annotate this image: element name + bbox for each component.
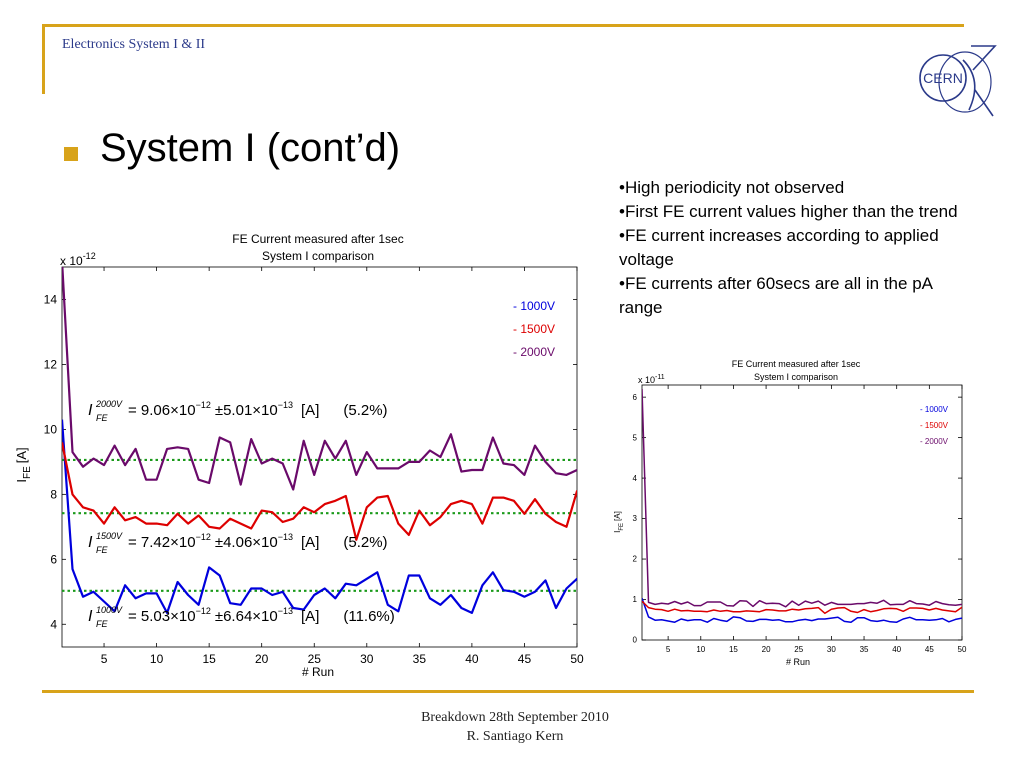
x-tick-label: 15 — [202, 652, 216, 666]
svg-text:IFE[A]: IFE[A] — [613, 511, 625, 533]
small-legend: - 1000V - 1500V - 2000V — [920, 405, 949, 446]
bottom-rule — [42, 690, 974, 693]
small-legend-1500v: - 1500V — [920, 421, 949, 430]
y-tick-label: 14 — [44, 292, 58, 306]
x-tick-label: 50 — [570, 652, 584, 666]
x-tick-label: 5 — [666, 645, 671, 654]
x-tick-label: 25 — [794, 645, 803, 654]
legend-entry-1000v: - 1000V — [513, 299, 555, 313]
legend-entry-1500v: - 1500V — [513, 322, 555, 336]
svg-text:1000V: 1000V — [96, 605, 123, 615]
x-tick-label: 20 — [762, 645, 771, 654]
small-legend-2000v: - 2000V — [920, 437, 949, 446]
svg-text:= 7.42×10−12±4.06×10−13[A](5.2: = 7.42×10−12 ±4.06×10−13 [A] (5.2%) — [128, 532, 388, 551]
main-legend: - 1000V - 1500V - 2000V — [513, 299, 555, 359]
y-tick-label: 4 — [50, 617, 57, 631]
slide-title: System I (cont’d) — [100, 126, 401, 170]
y-tick-label: 10 — [44, 422, 58, 436]
x-tick-label: 15 — [729, 645, 738, 654]
x-tick-label: 35 — [413, 652, 427, 666]
cern-logo: CERN — [919, 45, 997, 117]
plot-frame — [641, 384, 963, 641]
equation-1500v: I 1500V FE = 7.42×10−12 ±4.06×10−13 [A] (5.… — [88, 531, 388, 555]
note-item: •FE current increases according to appli… — [619, 226, 939, 269]
y-tick-label: 2 — [633, 555, 638, 564]
series-line — [62, 442, 577, 541]
title-bullet — [64, 147, 78, 161]
x-tick-label: 10 — [696, 645, 705, 654]
main-multiplier: x 10-12 — [60, 251, 96, 268]
note-item: •First FE current values higher than the… — [619, 202, 958, 221]
y-tick-label: 4 — [633, 474, 638, 483]
footer-line-2: R. Santiago Kern — [466, 729, 564, 744]
y-tick-label: 8 — [50, 487, 57, 501]
small-xlabel: # Run — [786, 657, 810, 667]
x-tick-label: 40 — [465, 652, 479, 666]
series-line — [62, 419, 577, 614]
svg-text:= 9.06×10−12±5.01×10−13[A](5.2: = 9.06×10−12 ±5.01×10−13 [A] (5.2%) — [128, 400, 388, 419]
svg-text:= 5.03×10−12±6.64×10−13[A](11.: = 5.03×10−12 ±6.64×10−13 [A] (11.6%) — [128, 606, 395, 625]
main-ylabel: IFE[A] — [14, 447, 33, 482]
main-xlabel: # Run — [302, 665, 334, 679]
left-rule — [42, 24, 45, 94]
series-line — [62, 267, 577, 491]
x-tick-label: 10 — [150, 652, 164, 666]
y-tick-label: 6 — [633, 393, 638, 402]
y-tick-label: 1 — [633, 595, 638, 604]
y-tick-label: 12 — [44, 357, 58, 371]
y-tick-label: 3 — [633, 514, 638, 523]
small-ylabel: IFE[A] — [613, 511, 625, 533]
x-tick-label: 25 — [308, 652, 322, 666]
x-tick-label: 5 — [101, 652, 108, 666]
plot-frame — [61, 266, 578, 648]
y-tick-label: 6 — [50, 552, 57, 566]
footer-line-1: Breakdown 28th September 2010 — [421, 710, 609, 725]
legend-entry-2000v: - 2000V — [513, 345, 555, 359]
x-tick-label: 40 — [892, 645, 901, 654]
x-tick-label: 20 — [255, 652, 269, 666]
svg-text:I: I — [88, 608, 93, 625]
x-tick-label: 30 — [827, 645, 836, 654]
footer: Breakdown 28th September 2010 R. Santiag… — [390, 708, 640, 746]
series-line — [642, 388, 962, 608]
svg-text:FE: FE — [96, 413, 108, 423]
small-chart-title: FE Current measured after 1sec — [732, 359, 861, 369]
notes-list: •High periodicity not observed •First FE… — [619, 176, 979, 320]
main-chart: FE Current measured after 1sec System I … — [14, 232, 584, 679]
main-chart-subtitle: System I comparison — [262, 249, 374, 263]
small-legend-1000v: - 1000V — [920, 405, 949, 414]
note-item: •High periodicity not observed — [619, 178, 845, 197]
small-chart: FE Current measured after 1sec System I … — [613, 359, 967, 667]
svg-text:1500V: 1500V — [96, 531, 123, 541]
x-tick-label: 45 — [925, 645, 934, 654]
course-header: Electronics System I & II — [62, 37, 206, 52]
equation-2000v: I 2000V FE = 9.06×10−12 ±5.01×10−13 [A] (5.… — [88, 399, 388, 423]
note-item: •FE currents after 60secs are all in the… — [619, 274, 933, 317]
series-line — [642, 598, 962, 623]
svg-text:I: I — [88, 402, 93, 419]
top-rule — [42, 24, 964, 27]
svg-text:2000V: 2000V — [95, 399, 123, 409]
cern-logo-text: CERN — [923, 70, 963, 86]
svg-text:I: I — [88, 534, 93, 551]
series-line — [642, 600, 962, 615]
svg-text:IFE[A]: IFE[A] — [14, 447, 33, 482]
x-tick-label: 45 — [518, 652, 532, 666]
x-tick-label: 35 — [860, 645, 869, 654]
svg-text:FE: FE — [96, 545, 108, 555]
y-tick-label: 0 — [633, 636, 638, 645]
main-chart-title: FE Current measured after 1sec — [232, 232, 403, 246]
svg-text:FE: FE — [96, 619, 108, 629]
x-tick-label: 50 — [958, 645, 967, 654]
small-multiplier: x 10-11 — [638, 374, 665, 385]
small-chart-subtitle: System I comparison — [754, 372, 838, 382]
y-tick-label: 5 — [633, 433, 638, 442]
equation-1000v: I 1000V FE = 5.03×10−12 ±6.64×10−13 [A] (11… — [88, 605, 395, 629]
x-tick-label: 30 — [360, 652, 374, 666]
